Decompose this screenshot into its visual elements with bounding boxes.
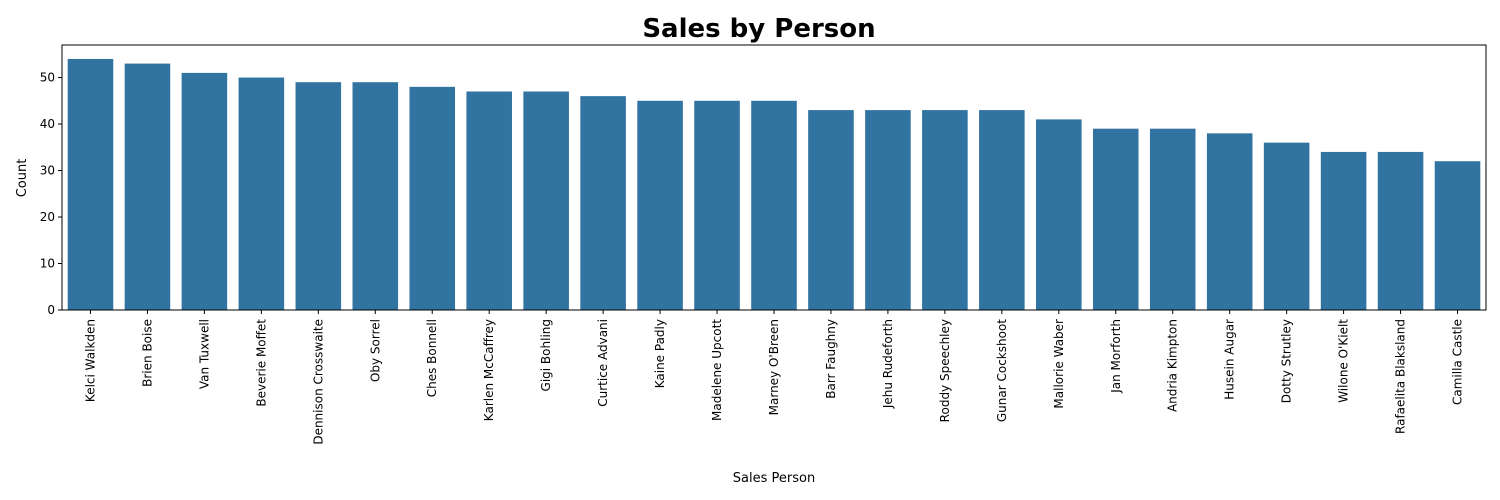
x-axis-title: Sales Person	[733, 471, 815, 486]
x-tick-label: Kelci Walkden	[83, 319, 97, 402]
x-tick-label: Andria Kimpton	[1166, 319, 1180, 412]
bar	[637, 100, 683, 310]
chart-title: Sales by Person	[642, 14, 875, 44]
x-tick-label: Ches Bonnell	[425, 319, 439, 397]
x-tick-label: Dennison Crosswaite	[311, 319, 325, 445]
x-tick-label: Beverie Moffet	[254, 319, 268, 407]
x-tick-label: Mallorie Waber	[1052, 319, 1066, 409]
bar	[694, 100, 740, 310]
bar	[1434, 161, 1481, 310]
x-tick-label: Camilla Castle	[1451, 319, 1465, 405]
y-tick-label: 0	[47, 303, 55, 317]
bar	[181, 72, 228, 310]
bar	[523, 91, 569, 310]
x-tick-label: Karlen McCaffrey	[482, 319, 496, 421]
plot-frame	[61, 44, 1487, 311]
bar	[1206, 133, 1253, 310]
bar	[1149, 128, 1196, 310]
x-tick-label: Roddy Speechley	[938, 319, 952, 422]
x-tick-label: Barr Faughny	[824, 319, 838, 399]
x-tick-label: Gigi Bohling	[539, 319, 553, 391]
bar	[238, 77, 285, 311]
y-tick-label: 40	[40, 117, 55, 131]
y-tick-label: 30	[40, 164, 55, 178]
bar	[751, 100, 797, 310]
bar	[1036, 119, 1082, 311]
bar	[352, 82, 399, 310]
bar	[466, 91, 512, 310]
bar	[580, 96, 626, 310]
x-tick-label: Jan Morforth	[1109, 319, 1123, 394]
bar	[865, 110, 911, 310]
x-tick-label: Brien Boise	[140, 319, 154, 387]
bars-group	[67, 58, 1481, 311]
bar	[295, 82, 342, 310]
bar	[922, 110, 968, 310]
x-tick-label: Van Tuxwell	[197, 319, 211, 389]
y-axis-title: Count	[15, 159, 30, 198]
bar	[124, 63, 171, 310]
x-tick-label: Kaine Padly	[653, 319, 667, 388]
x-tick-label: Wilone O'Kielt	[1337, 319, 1351, 403]
x-tick-label: Madelene Upcott	[710, 319, 724, 421]
x-tick-label: Husein Augar	[1223, 319, 1237, 400]
x-tick-label: Marney O'Breen	[767, 319, 781, 415]
x-tick-label: Jehu Rudeforth	[881, 319, 895, 409]
bar	[1377, 151, 1424, 310]
x-tick-label: Curtice Advani	[596, 319, 610, 407]
bar	[808, 110, 854, 310]
bar	[1092, 128, 1139, 310]
y-axis: 0 10 20 30 40 50	[40, 71, 62, 317]
x-axis: Kelci Walkden Brien Boise Van Tuxwell Bever…	[83, 310, 1465, 445]
bar	[1263, 142, 1310, 310]
bar	[409, 86, 456, 310]
x-tick-label: Rafaelita Blaksland	[1394, 319, 1408, 434]
y-tick-label: 10	[40, 257, 55, 271]
bar	[67, 58, 114, 310]
x-tick-label: Dotty Strutley	[1280, 319, 1294, 403]
y-tick-label: 50	[40, 71, 55, 85]
x-tick-label: Gunar Cockshoot	[995, 319, 1009, 422]
y-tick-label: 20	[40, 210, 55, 224]
x-tick-label: Oby Sorrel	[368, 319, 382, 382]
bar	[1320, 151, 1367, 310]
bar	[979, 110, 1025, 310]
